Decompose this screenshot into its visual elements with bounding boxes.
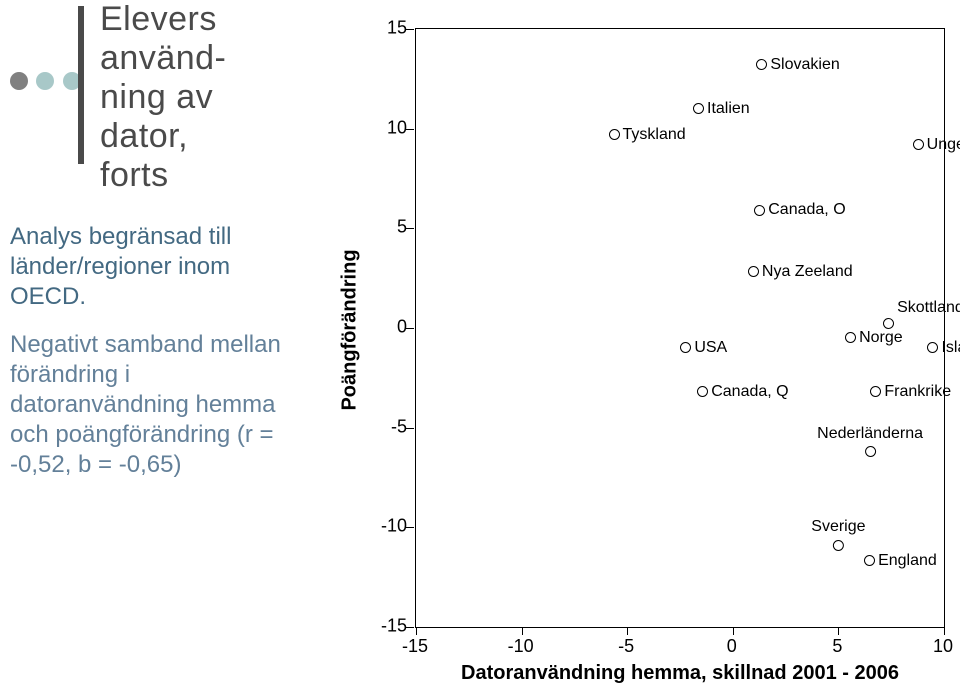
circle-marker-icon (833, 540, 844, 551)
circle-marker-icon (680, 342, 691, 353)
circle-marker-icon (845, 332, 856, 343)
point-label: Nederländerna (817, 426, 923, 442)
scatter-point: Skottland (883, 300, 960, 332)
scatter-point: Italien (693, 101, 750, 117)
point-label: Skottland (897, 299, 960, 316)
point-label: Italien (707, 100, 750, 117)
scatter-point: Canada, O (754, 202, 845, 218)
point-label: Norge (859, 329, 903, 346)
circle-marker-icon (865, 446, 876, 457)
scatter-point: Frankrike (870, 384, 951, 400)
x-tick-label: 0 (727, 636, 737, 657)
circle-marker-icon (697, 386, 708, 397)
x-tick-label: -15 (402, 636, 428, 657)
x-axis-title: Datoranvändning hemma, skillnad 2001 - 2… (415, 662, 945, 685)
y-tick (406, 527, 414, 528)
circle-marker-icon (883, 318, 894, 329)
title-line: forts (100, 156, 226, 195)
x-tick-label: 5 (832, 636, 842, 657)
point-label: Tyskland (623, 126, 686, 143)
scatter-point: Nya Zeeland (748, 264, 853, 280)
point-label: England (878, 552, 937, 569)
point-label: USA (694, 339, 727, 356)
x-tick (733, 627, 734, 635)
y-tick-label: 5 (367, 217, 407, 238)
scatter-chart: SlovakienItalienTysklandUngernCanada, ON… (415, 28, 945, 628)
scatter-point: Slovakien (756, 57, 839, 73)
point-label: Sverige (811, 519, 865, 535)
bullet-1 (10, 72, 28, 90)
point-label: Slovakien (770, 56, 839, 73)
title-vertical-bar (78, 6, 84, 164)
circle-marker-icon (754, 205, 765, 216)
y-tick-label: -5 (367, 416, 407, 437)
circle-marker-icon (609, 129, 620, 140)
point-label: Frankrike (884, 383, 951, 400)
point-label: Canada, Q (711, 383, 788, 400)
point-label: Ungern (927, 136, 960, 153)
scatter-point: Tyskland (609, 127, 686, 143)
y-tick (406, 328, 414, 329)
circle-marker-icon (927, 342, 938, 353)
scatter-point: Norge (845, 330, 903, 346)
point-label: Island (941, 339, 960, 356)
scatter-point: Nederländerna (817, 426, 923, 460)
circle-marker-icon (693, 103, 704, 114)
y-tick (406, 29, 414, 30)
y-tick-label: 10 (367, 117, 407, 138)
x-tick-label: 10 (933, 636, 953, 657)
x-tick (627, 627, 628, 635)
y-tick-label: 15 (367, 18, 407, 39)
circle-marker-icon (756, 59, 767, 70)
scatter-point: Ungern (913, 137, 960, 153)
scatter-point: USA (680, 340, 727, 356)
scatter-point: England (864, 553, 937, 569)
title-line: Elevers (100, 0, 226, 39)
y-axis-title: Poängförändring (339, 249, 362, 410)
circle-marker-icon (913, 139, 924, 150)
slide-title: Elevers använd- ning av dator, forts (100, 0, 226, 195)
y-tick (406, 627, 414, 628)
title-line: dator, (100, 117, 226, 156)
y-tick-label: -10 (367, 516, 407, 537)
y-tick-label: 0 (367, 317, 407, 338)
y-tick (406, 228, 414, 229)
body-paragraph-1: Analys begränsad till länder/regioner in… (10, 222, 310, 312)
y-tick (406, 428, 414, 429)
title-line: ning av (100, 78, 226, 117)
point-label: Canada, O (768, 201, 845, 218)
bullet-2 (36, 72, 54, 90)
circle-marker-icon (864, 555, 875, 566)
bullet-row (10, 72, 85, 90)
x-tick (522, 627, 523, 635)
circle-marker-icon (870, 386, 881, 397)
scatter-point: Canada, Q (697, 384, 788, 400)
y-tick (406, 129, 414, 130)
scatter-point: Sverige (811, 519, 865, 553)
x-tick-label: -10 (508, 636, 534, 657)
x-tick (944, 627, 945, 635)
title-line: använd- (100, 39, 226, 78)
x-tick-label: -5 (618, 636, 634, 657)
x-tick (838, 627, 839, 635)
point-label: Nya Zeeland (762, 263, 853, 280)
circle-marker-icon (748, 266, 759, 277)
body-paragraph-2: Negativt samband mellan förändring i dat… (10, 330, 310, 480)
x-tick (416, 627, 417, 635)
y-tick-label: -15 (367, 616, 407, 637)
scatter-point: Island (927, 340, 960, 356)
